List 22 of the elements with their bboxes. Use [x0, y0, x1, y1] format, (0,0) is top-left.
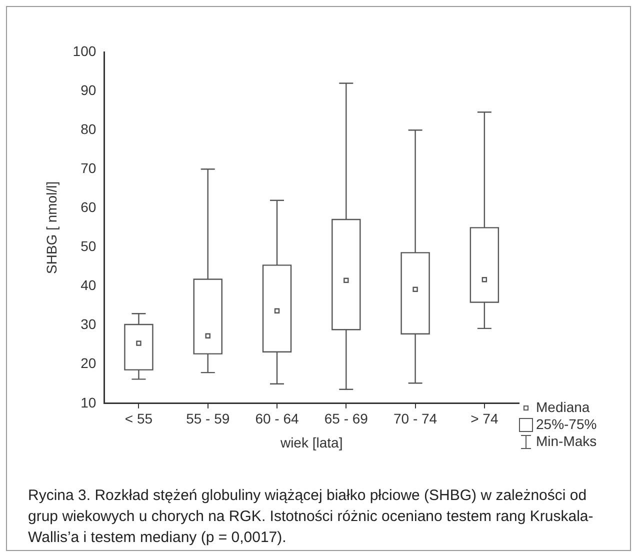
x-tick-label: 60 - 64	[255, 410, 300, 427]
x-axis-title: wiek [lata]	[279, 434, 343, 450]
y-tick-label: 70	[80, 160, 96, 176]
y-tick-label: 90	[80, 82, 96, 98]
y-tick-label: 20	[80, 355, 96, 372]
x-tick-label: 65 - 69	[324, 410, 368, 427]
text: 25%-75%	[536, 416, 597, 433]
y-axis-title: SHBG [ nmol/l]	[43, 181, 60, 274]
y-tick-label: 30	[80, 316, 96, 332]
text: Mediana	[536, 399, 590, 416]
x-tick-label: < 55	[124, 410, 153, 427]
y-tick-label: 100	[72, 42, 96, 59]
x-tick-label: 55 - 59	[186, 410, 230, 427]
y-tick-label: 10	[80, 394, 96, 410]
y-tick-label: 50	[80, 238, 96, 254]
text: Rycina 3. Rozkład stężeń globuliny wiążącej białko płciowe (SHBG) w zależności od grup wiekowych u chorych na RGK. Istotności różnic oceniano testem rang Kruskala-Wallis’a i testem mediany (p = 0,0017).	[28, 486, 594, 548]
y-tick-label: 80	[80, 120, 96, 137]
x-tick-label: 70 - 74	[393, 410, 438, 427]
y-tick-label: 40	[80, 277, 96, 294]
x-tick-label: > 74	[470, 410, 498, 427]
y-tick-label: 60	[80, 199, 96, 216]
text: Min-Maks	[536, 433, 597, 450]
